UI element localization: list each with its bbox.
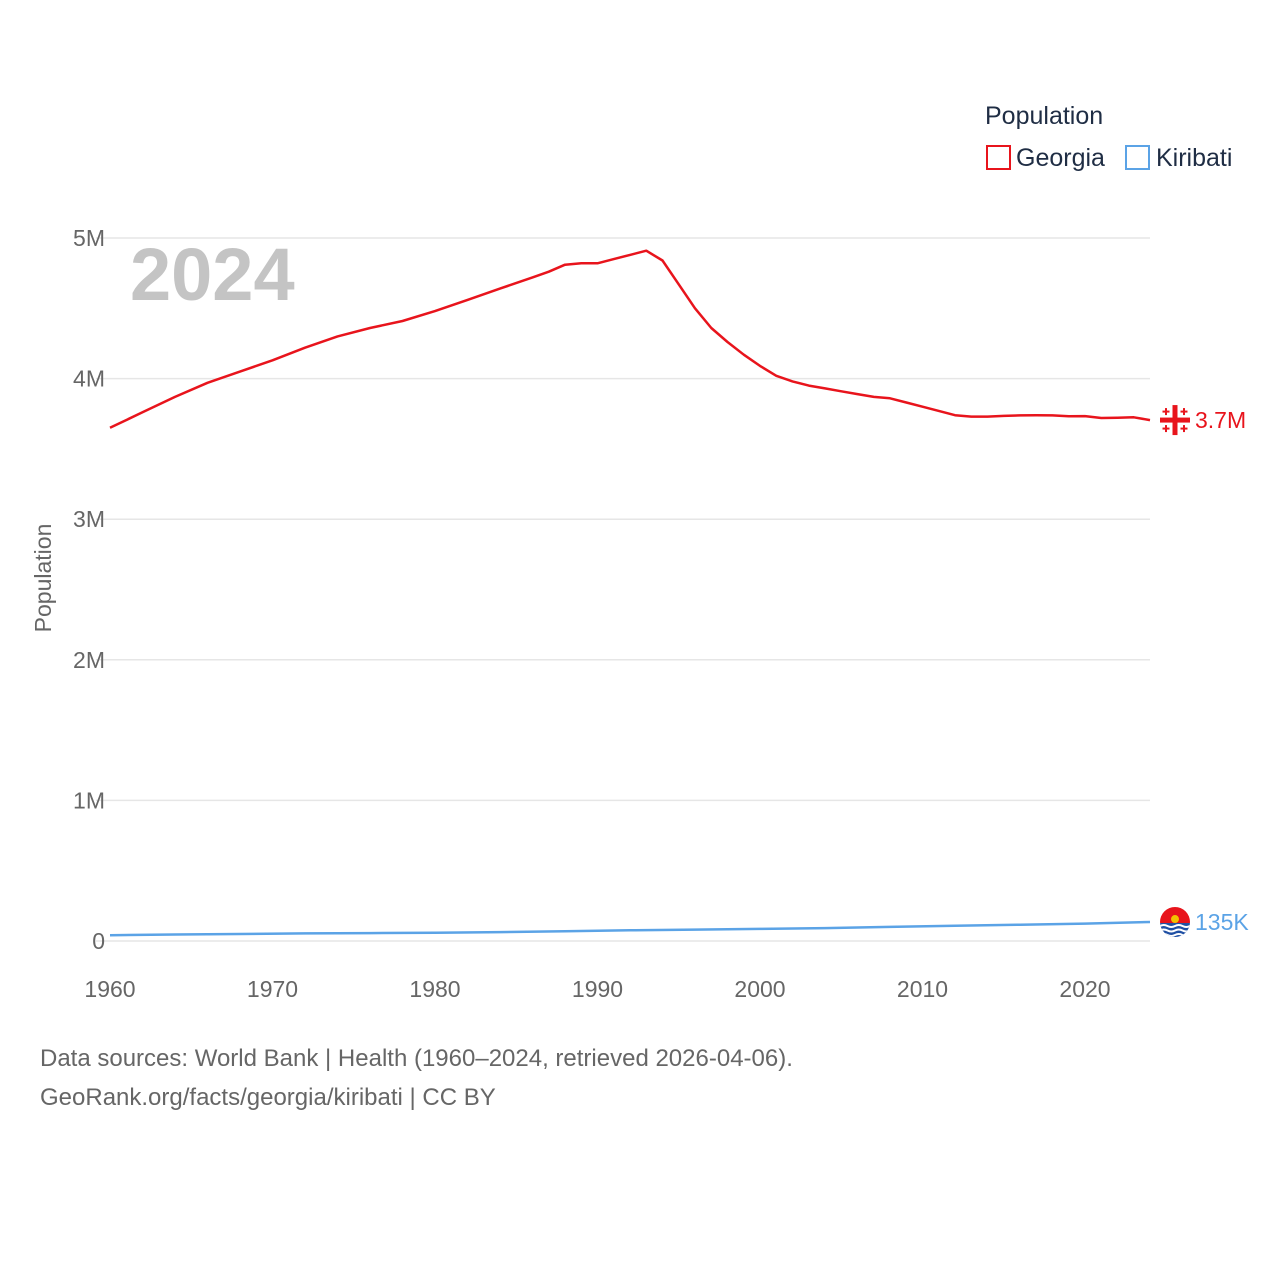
x-tick-label-3: 1990 [572, 976, 623, 1002]
year-label: 2024 [130, 233, 295, 316]
x-axis: 1960 1970 1980 1990 2000 2010 2020 [84, 976, 1110, 1002]
kiribati-end-marker: 135K [1160, 907, 1249, 938]
legend-title: Population [985, 102, 1103, 130]
kiribati-end-label: 135K [1195, 909, 1249, 935]
y-tick-label-0: 0 [92, 928, 105, 954]
gridlines [96, 237, 1150, 942]
legend-label-georgia: Georgia [1016, 144, 1105, 172]
legend-item-georgia[interactable]: Georgia [986, 144, 1105, 172]
kiribati-flag-icon [1160, 907, 1190, 938]
y-tick-label-5: 5M [73, 225, 105, 251]
series-lines [109, 249, 1151, 937]
georgia-end-marker: 3.7M [1160, 405, 1246, 436]
footer-sources: Data sources: World Bank | Health (1960–… [40, 1045, 793, 1072]
series-line-kiribati[interactable] [109, 920, 1151, 937]
x-tick-label-2: 1980 [409, 976, 460, 1002]
legend-label-kiribati: Kiribati [1156, 144, 1232, 172]
y-tick-label-3: 3M [73, 506, 105, 532]
x-tick-label-5: 2010 [897, 976, 948, 1002]
georgia-end-label: 3.7M [1195, 407, 1246, 433]
y-axis: 0 1M 2M 3M 4M 5M [73, 225, 105, 954]
footer-attribution[interactable]: GeoRank.org/facts/georgia/kiribati | CC … [40, 1084, 496, 1111]
y-tick-label-1: 1M [73, 787, 105, 813]
series-line-georgia[interactable] [109, 249, 1151, 429]
x-tick-label-1: 1970 [247, 976, 298, 1002]
y-tick-label-2: 2M [73, 647, 105, 673]
x-tick-label-4: 2000 [734, 976, 785, 1002]
legend-swatch-kiribati [1125, 145, 1150, 170]
x-tick-label-0: 1960 [84, 976, 135, 1002]
y-axis-label: Population [30, 524, 56, 633]
georgia-flag-icon [1160, 405, 1190, 436]
legend: Population Georgia Kiribati [985, 102, 1232, 172]
legend-swatch-georgia [986, 145, 1011, 170]
y-tick-label-4: 4M [73, 366, 105, 392]
legend-item-kiribati[interactable]: Kiribati [1125, 144, 1232, 172]
x-tick-label-6: 2020 [1059, 976, 1110, 1002]
